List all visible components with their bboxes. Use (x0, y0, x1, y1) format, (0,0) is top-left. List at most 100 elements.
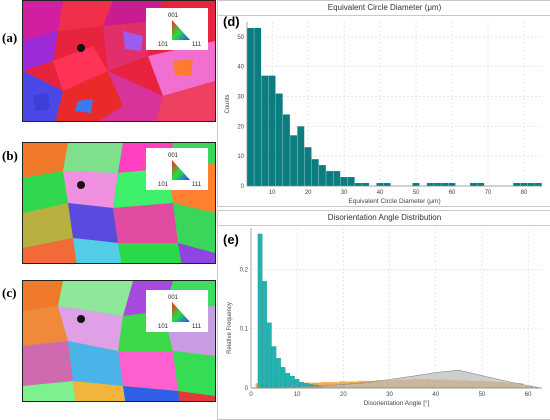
chart-d-bar (282, 114, 290, 186)
chart-d-bar (470, 183, 477, 186)
chart-e-title: Disorientation Angle Distribution (218, 211, 550, 226)
chart-d-bar (318, 165, 326, 186)
ipf-label-101: 101 (158, 324, 169, 330)
chart-e-xtick-label: 10 (294, 392, 301, 398)
ipf-key-c: 001 101 111 (146, 290, 208, 332)
chart-d-ytick-label: 0 (241, 184, 245, 190)
chart-d-bar (347, 177, 355, 186)
chart-e-xtick-label: 0 (249, 392, 253, 398)
chart-e-bar-teal (276, 358, 281, 389)
chart-d-bar (520, 183, 528, 186)
chart-d-bar (434, 183, 441, 186)
ipf-label-001: 001 (168, 295, 179, 301)
ipf-label-101: 101 (158, 42, 169, 48)
ipf-triangle-icon (172, 302, 190, 322)
chart-e-xtick-label: 40 (432, 392, 439, 398)
chart-d-xtick-label: 80 (521, 190, 528, 196)
ebsd-map-c-grains (23, 281, 215, 401)
chart-d-ytick-label: 40 (237, 65, 244, 71)
chart-d-bar (333, 171, 341, 186)
chart-e-axes: 0 0.1 0.2 0 10 20 30 40 50 60 (240, 228, 542, 398)
ipf-label-001: 001 (168, 153, 179, 159)
chart-d-bar (304, 147, 312, 186)
ipf-key-b: 001 101 111 (146, 148, 208, 190)
chart-d-xtick-label: 70 (485, 190, 492, 196)
chart-e-gridlines (250, 228, 542, 389)
chart-d-bar (513, 183, 521, 186)
chart-e-bar-teal (267, 322, 272, 389)
chart-e-ytick-label: 0 (245, 386, 249, 392)
chart-e-bar-teal (285, 373, 291, 389)
chart-d-bar (441, 183, 449, 186)
chart-d-bar (261, 75, 269, 186)
ebsd-map-a (22, 0, 216, 122)
ipf-key-a: 001 101 111 (146, 8, 208, 50)
chart-d-ylabel: Counts (225, 94, 231, 113)
chart-e-ytick-label: 0.2 (240, 267, 249, 273)
panel-label-d: (d) (223, 14, 240, 29)
chart-d-bar (290, 135, 298, 186)
chart-d-axes: 0 10 20 30 40 50 10 20 30 40 50 60 70 80 (237, 22, 542, 196)
chart-d-bar (426, 183, 434, 186)
panel-label-c: (c) (2, 285, 17, 300)
ipf-triangle-icon (172, 20, 190, 40)
chart-d-xtick-label: 60 (449, 190, 456, 196)
ipf-label-101: 101 (158, 182, 169, 188)
chart-e-mackenzie-area (250, 369, 542, 389)
chart-d-xtick-label: 30 (341, 190, 348, 196)
chart-d-bar (448, 183, 456, 186)
chart-e-bar-teal (257, 233, 263, 389)
ipf-label-001: 001 (168, 13, 179, 19)
panel-label-a: (a) (2, 30, 18, 45)
chart-e-ytick-label: 0.1 (240, 327, 249, 333)
chart-d-ytick-label: 20 (237, 124, 244, 130)
chart-d-bar (311, 159, 319, 186)
chart-d-bar (477, 183, 485, 186)
ebsd-map-b-grains (23, 143, 215, 263)
chart-e-mackenzie-curve (250, 369, 542, 389)
chart-e-xtick-label: 60 (525, 392, 532, 398)
chart-d-bar (534, 183, 542, 186)
chart-d-bars (247, 27, 542, 186)
chart-d-xlabel: Equivalent Circle Diameter (μm) (348, 198, 440, 205)
chart-d-ytick-label: 50 (237, 35, 244, 41)
chart-e-bar-teal (271, 346, 277, 389)
chart-d-ytick-label: 10 (237, 154, 244, 160)
chart-d-bar (412, 183, 420, 186)
panel-label-b: (b) (2, 148, 18, 163)
chart-d-bar (527, 183, 535, 186)
chart-d-bar (376, 183, 384, 186)
chart-d-bar (326, 171, 334, 186)
chart-d-bar (340, 177, 348, 186)
chart-e-xtick-label: 50 (479, 392, 486, 398)
ipf-triangle-icon (172, 160, 190, 180)
chart-d-xtick-label: 20 (305, 190, 312, 196)
chart-d-bar (354, 183, 362, 186)
chart-e-plot: (e) 0 0.1 0.2 0 10 20 30 40 50 60 Relative Freque… (223, 228, 542, 407)
chart-d-bar (275, 93, 283, 186)
chart-e-bar-orange (320, 382, 330, 388)
chart-d-xtick-label: 40 (377, 190, 384, 196)
chart-d-xtick-label: 50 (413, 190, 420, 196)
ebsd-map-c (22, 280, 216, 402)
chart-d-ytick-label: 30 (237, 95, 244, 101)
chart-e-xtick-label: 30 (386, 392, 393, 398)
chart-d-bar (254, 27, 262, 186)
chart-d-plot: (d) 0 10 20 30 40 50 10 20 30 40 50 60 70 80 Counts E… (223, 14, 542, 205)
chart-e-xtick-label: 20 (340, 392, 347, 398)
ipf-label-111: 111 (192, 324, 202, 330)
ebsd-map-b (22, 142, 216, 264)
panel-label-e: (e) (223, 232, 239, 247)
chart-e-xlabel: Disorientation Angle [°] (364, 399, 430, 407)
ebsd-map-a-grains (23, 1, 215, 121)
chart-d-bar (297, 126, 305, 186)
chart-e-ylabel: Relative Frequency (227, 302, 233, 354)
ipf-label-111: 111 (192, 182, 202, 188)
chart-d-bar (383, 183, 391, 186)
chart-d-title: Equivalent Circle Diameter (μm) (218, 1, 550, 16)
ipf-label-111: 111 (192, 42, 202, 48)
chart-e-bar-teal (280, 367, 286, 389)
chart-e-bar-teal (290, 375, 295, 389)
chart-d-bar (268, 75, 276, 186)
chart-d-xtick-label: 10 (269, 190, 276, 196)
